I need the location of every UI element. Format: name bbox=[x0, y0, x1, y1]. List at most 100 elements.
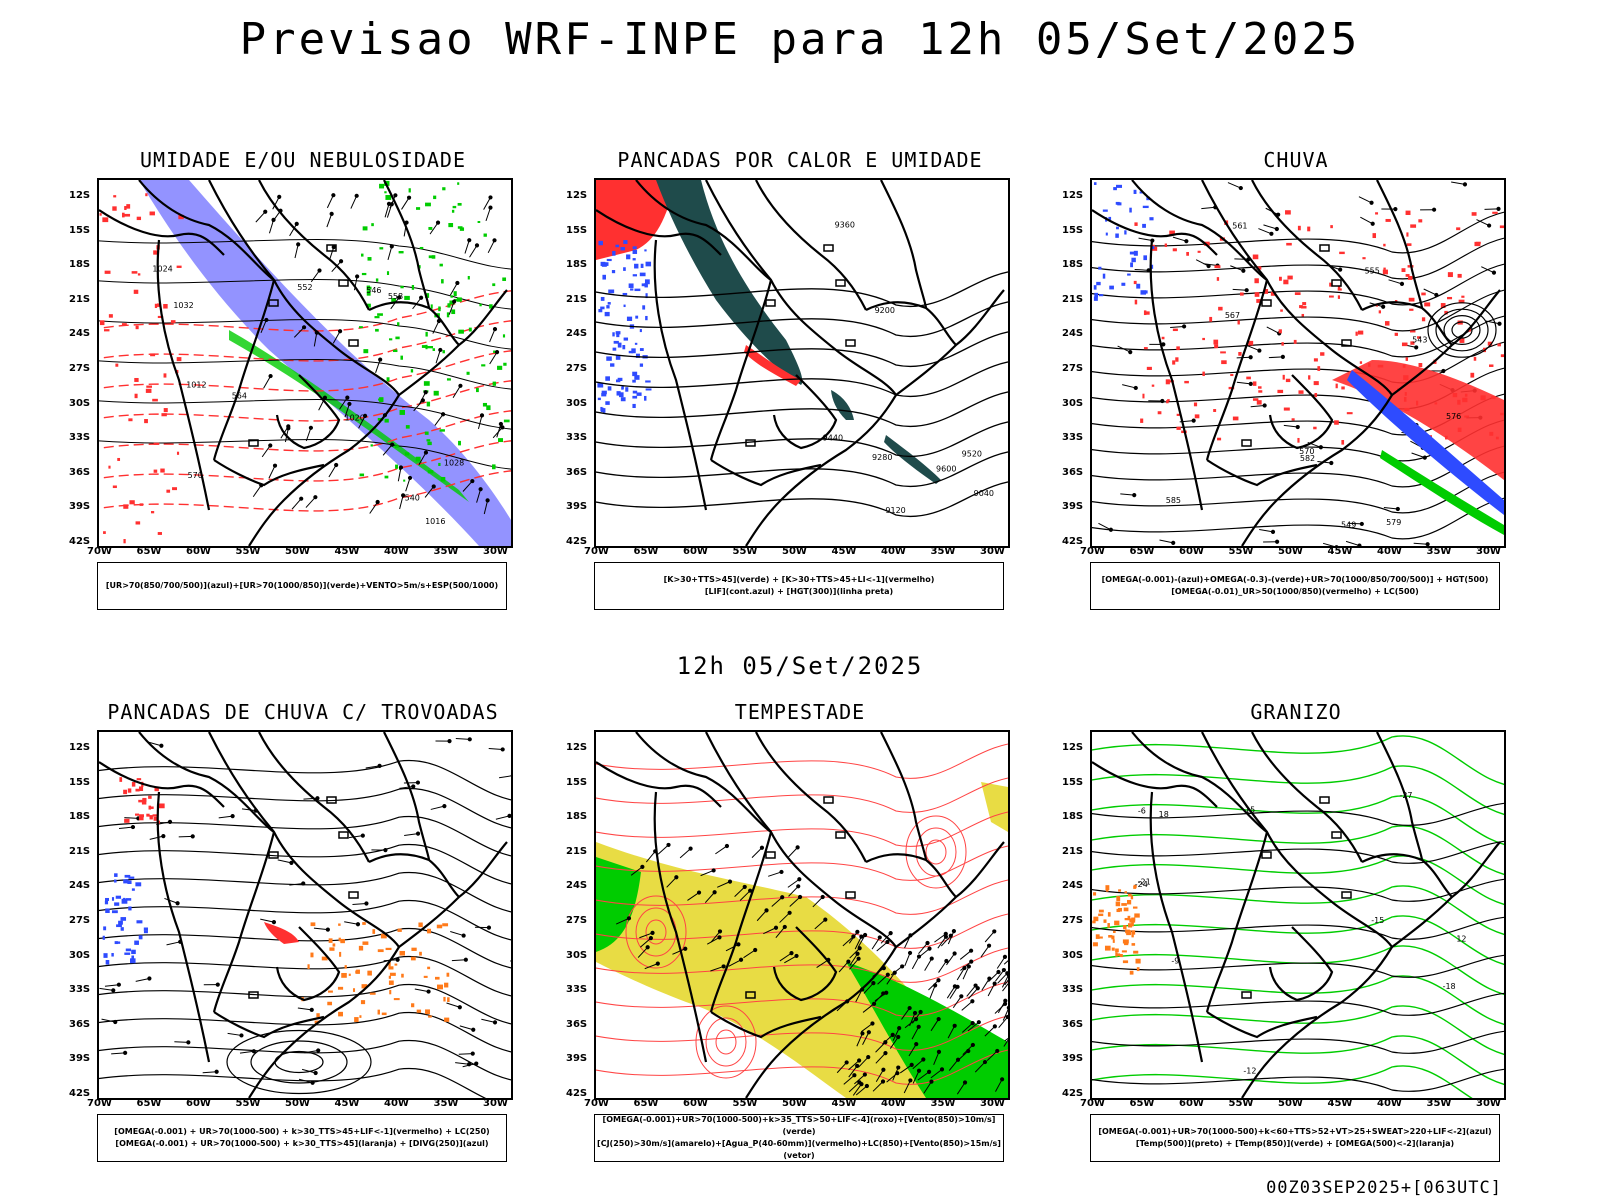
longitude-tick-label: 60W bbox=[1179, 546, 1204, 557]
longitude-tick-label: 30W bbox=[483, 546, 508, 557]
longitude-tick-label: 30W bbox=[980, 1098, 1005, 1109]
map-area bbox=[97, 730, 513, 1100]
lake-outline bbox=[1331, 831, 1342, 839]
map-canvas: -6 -9 -12 -15 -18 -21-24 -27 12 15 18 bbox=[1092, 732, 1504, 1098]
longitude-tick-label: 35W bbox=[1426, 1098, 1452, 1109]
latitude-tick-label: 42S bbox=[69, 1088, 91, 1099]
instability-teal-band bbox=[656, 180, 803, 385]
pressure-contours bbox=[99, 239, 511, 470]
panel-legend-box: [OMEGA(-0.001)+UR>70(1000-500)+k>35_TTS>… bbox=[594, 1114, 1004, 1162]
contour-value-label: -18 bbox=[1443, 982, 1456, 991]
latitude-tick-label: 15S bbox=[69, 776, 91, 788]
contour-value-label: 9440 bbox=[823, 434, 843, 443]
lake-outline bbox=[348, 339, 359, 347]
page-title: Previsao WRF-INPE para 12h 05/Set/2025 bbox=[239, 14, 1361, 65]
red-core bbox=[264, 922, 299, 944]
panel-title: CHUVA bbox=[1263, 148, 1329, 172]
longitude-tick-label: 70W bbox=[584, 1098, 609, 1109]
longitude-tick-label: 45W bbox=[1327, 1098, 1353, 1109]
hgt500-contours bbox=[1092, 211, 1504, 540]
longitude-tick-label: 40W bbox=[881, 546, 906, 557]
longitude-tick-label: 65W bbox=[633, 1098, 659, 1109]
country-borders bbox=[596, 180, 1005, 546]
country-borders bbox=[99, 180, 508, 546]
panel-title: TEMPESTADE bbox=[734, 700, 866, 724]
longitude-tick-label: 30W bbox=[1476, 1098, 1501, 1109]
latitude-tick-label: 15S bbox=[69, 224, 91, 236]
contour-value-label: 9600 bbox=[936, 465, 956, 474]
contour-value-label: 546 bbox=[366, 286, 381, 295]
omega-red-speckles bbox=[1133, 210, 1504, 445]
latitude-tick-label: 27S bbox=[1062, 363, 1084, 374]
latitude-tick-label: 33S bbox=[566, 432, 588, 444]
latitude-tick-label: 18S bbox=[566, 811, 588, 823]
latitude-tick-label: 33S bbox=[69, 432, 91, 444]
lake-outline bbox=[765, 851, 776, 859]
longitude-tick-label: 40W bbox=[1377, 1098, 1402, 1109]
latitude-tick-label: 12S bbox=[69, 742, 91, 753]
legend-line: [OMEGA(-0.001) + UR>70(1000-500) + k>30_… bbox=[115, 1139, 489, 1148]
latitude-tick-label: 42S bbox=[1062, 536, 1084, 547]
map-area bbox=[594, 730, 1010, 1100]
latitude-tick-label: 27S bbox=[566, 915, 588, 926]
hgt300-contours bbox=[596, 271, 1008, 518]
legend-line: [OMEGA(-0.001)-(azul)+OMEGA(-0.3)-(verde… bbox=[1101, 575, 1489, 584]
contour-value-label: 540 bbox=[405, 494, 420, 503]
orange-area bbox=[301, 922, 450, 1024]
longitude-tick-label: 45W bbox=[1327, 546, 1353, 557]
panel-legend-box: [OMEGA(-0.001)+UR>70(1000-500)+k<60+TTS>… bbox=[1090, 1114, 1500, 1162]
latitude-tick-label: 21S bbox=[1062, 845, 1084, 857]
lake-outline bbox=[823, 244, 834, 252]
divergence-blue-area bbox=[102, 873, 149, 965]
legend-line: [LIF](cont.azul) + [HGT(300)](linha pret… bbox=[704, 587, 894, 596]
teal-patch bbox=[884, 435, 941, 484]
contour-value-label: 9360 bbox=[835, 220, 855, 229]
longitude-tick-label: 60W bbox=[186, 1098, 211, 1109]
latitude-tick-label: 36S bbox=[1062, 466, 1084, 478]
map-canvas: 576 579 582 585 570 567 561 555 549 543 bbox=[1092, 180, 1504, 546]
latitude-tick-label: 30S bbox=[69, 397, 91, 409]
panel-legend-box: [K>30+TTS>45](verde) + [K>30+TTS>45+LI<-… bbox=[594, 562, 1004, 610]
longitude-tick-label: 60W bbox=[1179, 1098, 1204, 1109]
latitude-tick-label: 36S bbox=[69, 1018, 91, 1030]
contour-value-label: 9040 bbox=[974, 489, 994, 498]
wind-vectors bbox=[836, 929, 1008, 1096]
latitude-tick-label: 15S bbox=[1062, 224, 1084, 236]
contour-value-label: 576 bbox=[1446, 412, 1461, 421]
longitude-tick-label: 55W bbox=[1228, 546, 1254, 557]
contour-value-label: 9200 bbox=[875, 306, 895, 315]
longitude-tick-label: 70W bbox=[87, 546, 112, 557]
map-canvas: 1016 1012 1020 1024 1028 1032 570 564 558 552 546 5… bbox=[99, 180, 511, 546]
jet-yellow-area bbox=[981, 782, 1008, 832]
precipitable-water-swirls bbox=[625, 815, 967, 1079]
lake-outline bbox=[338, 831, 349, 839]
longitude-tick-label: 35W bbox=[930, 546, 956, 557]
lake-outline bbox=[1331, 279, 1342, 287]
latitude-tick-label: 39S bbox=[566, 501, 588, 513]
latitude-tick-label: 24S bbox=[69, 880, 91, 892]
lake-outline bbox=[765, 299, 776, 307]
longitude-tick-label: 55W bbox=[732, 1098, 758, 1109]
longitude-tick-label: 50W bbox=[782, 1098, 807, 1109]
panel-legend-box: [OMEGA(-0.001) + UR>70(1000-500) + k>30_… bbox=[97, 1114, 507, 1162]
panel-title: PANCADAS POR CALOR E UMIDADE bbox=[617, 148, 983, 172]
latitude-tick-label: 18S bbox=[566, 259, 588, 271]
lake-outline bbox=[268, 299, 279, 307]
longitude-tick-label: 35W bbox=[433, 546, 459, 557]
lake-outline bbox=[338, 279, 349, 287]
contour-value-label: 1028 bbox=[444, 459, 464, 468]
panel-legend-box: [UR>70(850/700/500)](azul)+[UR>70(1000/8… bbox=[97, 562, 507, 610]
latitude-tick-label: 15S bbox=[566, 224, 588, 236]
latitude-tick-label: 33S bbox=[1062, 984, 1084, 996]
contour-value-label: 579 bbox=[1386, 518, 1401, 527]
latitude-tick-label: 21S bbox=[566, 845, 588, 857]
map-canvas bbox=[596, 732, 1008, 1098]
humidity-blue-band bbox=[139, 180, 511, 546]
latitude-tick-label: 30S bbox=[69, 949, 91, 961]
latitude-tick-label: 12S bbox=[1062, 742, 1084, 753]
lake-outline bbox=[1241, 439, 1252, 447]
latitude-tick-label: 36S bbox=[1062, 1018, 1084, 1030]
panel-legend-box: [OMEGA(-0.001)-(azul)+OMEGA(-0.3)-(verde… bbox=[1090, 562, 1500, 610]
contour-value-label: 561 bbox=[1232, 222, 1247, 231]
latitude-tick-label: 27S bbox=[566, 363, 588, 374]
